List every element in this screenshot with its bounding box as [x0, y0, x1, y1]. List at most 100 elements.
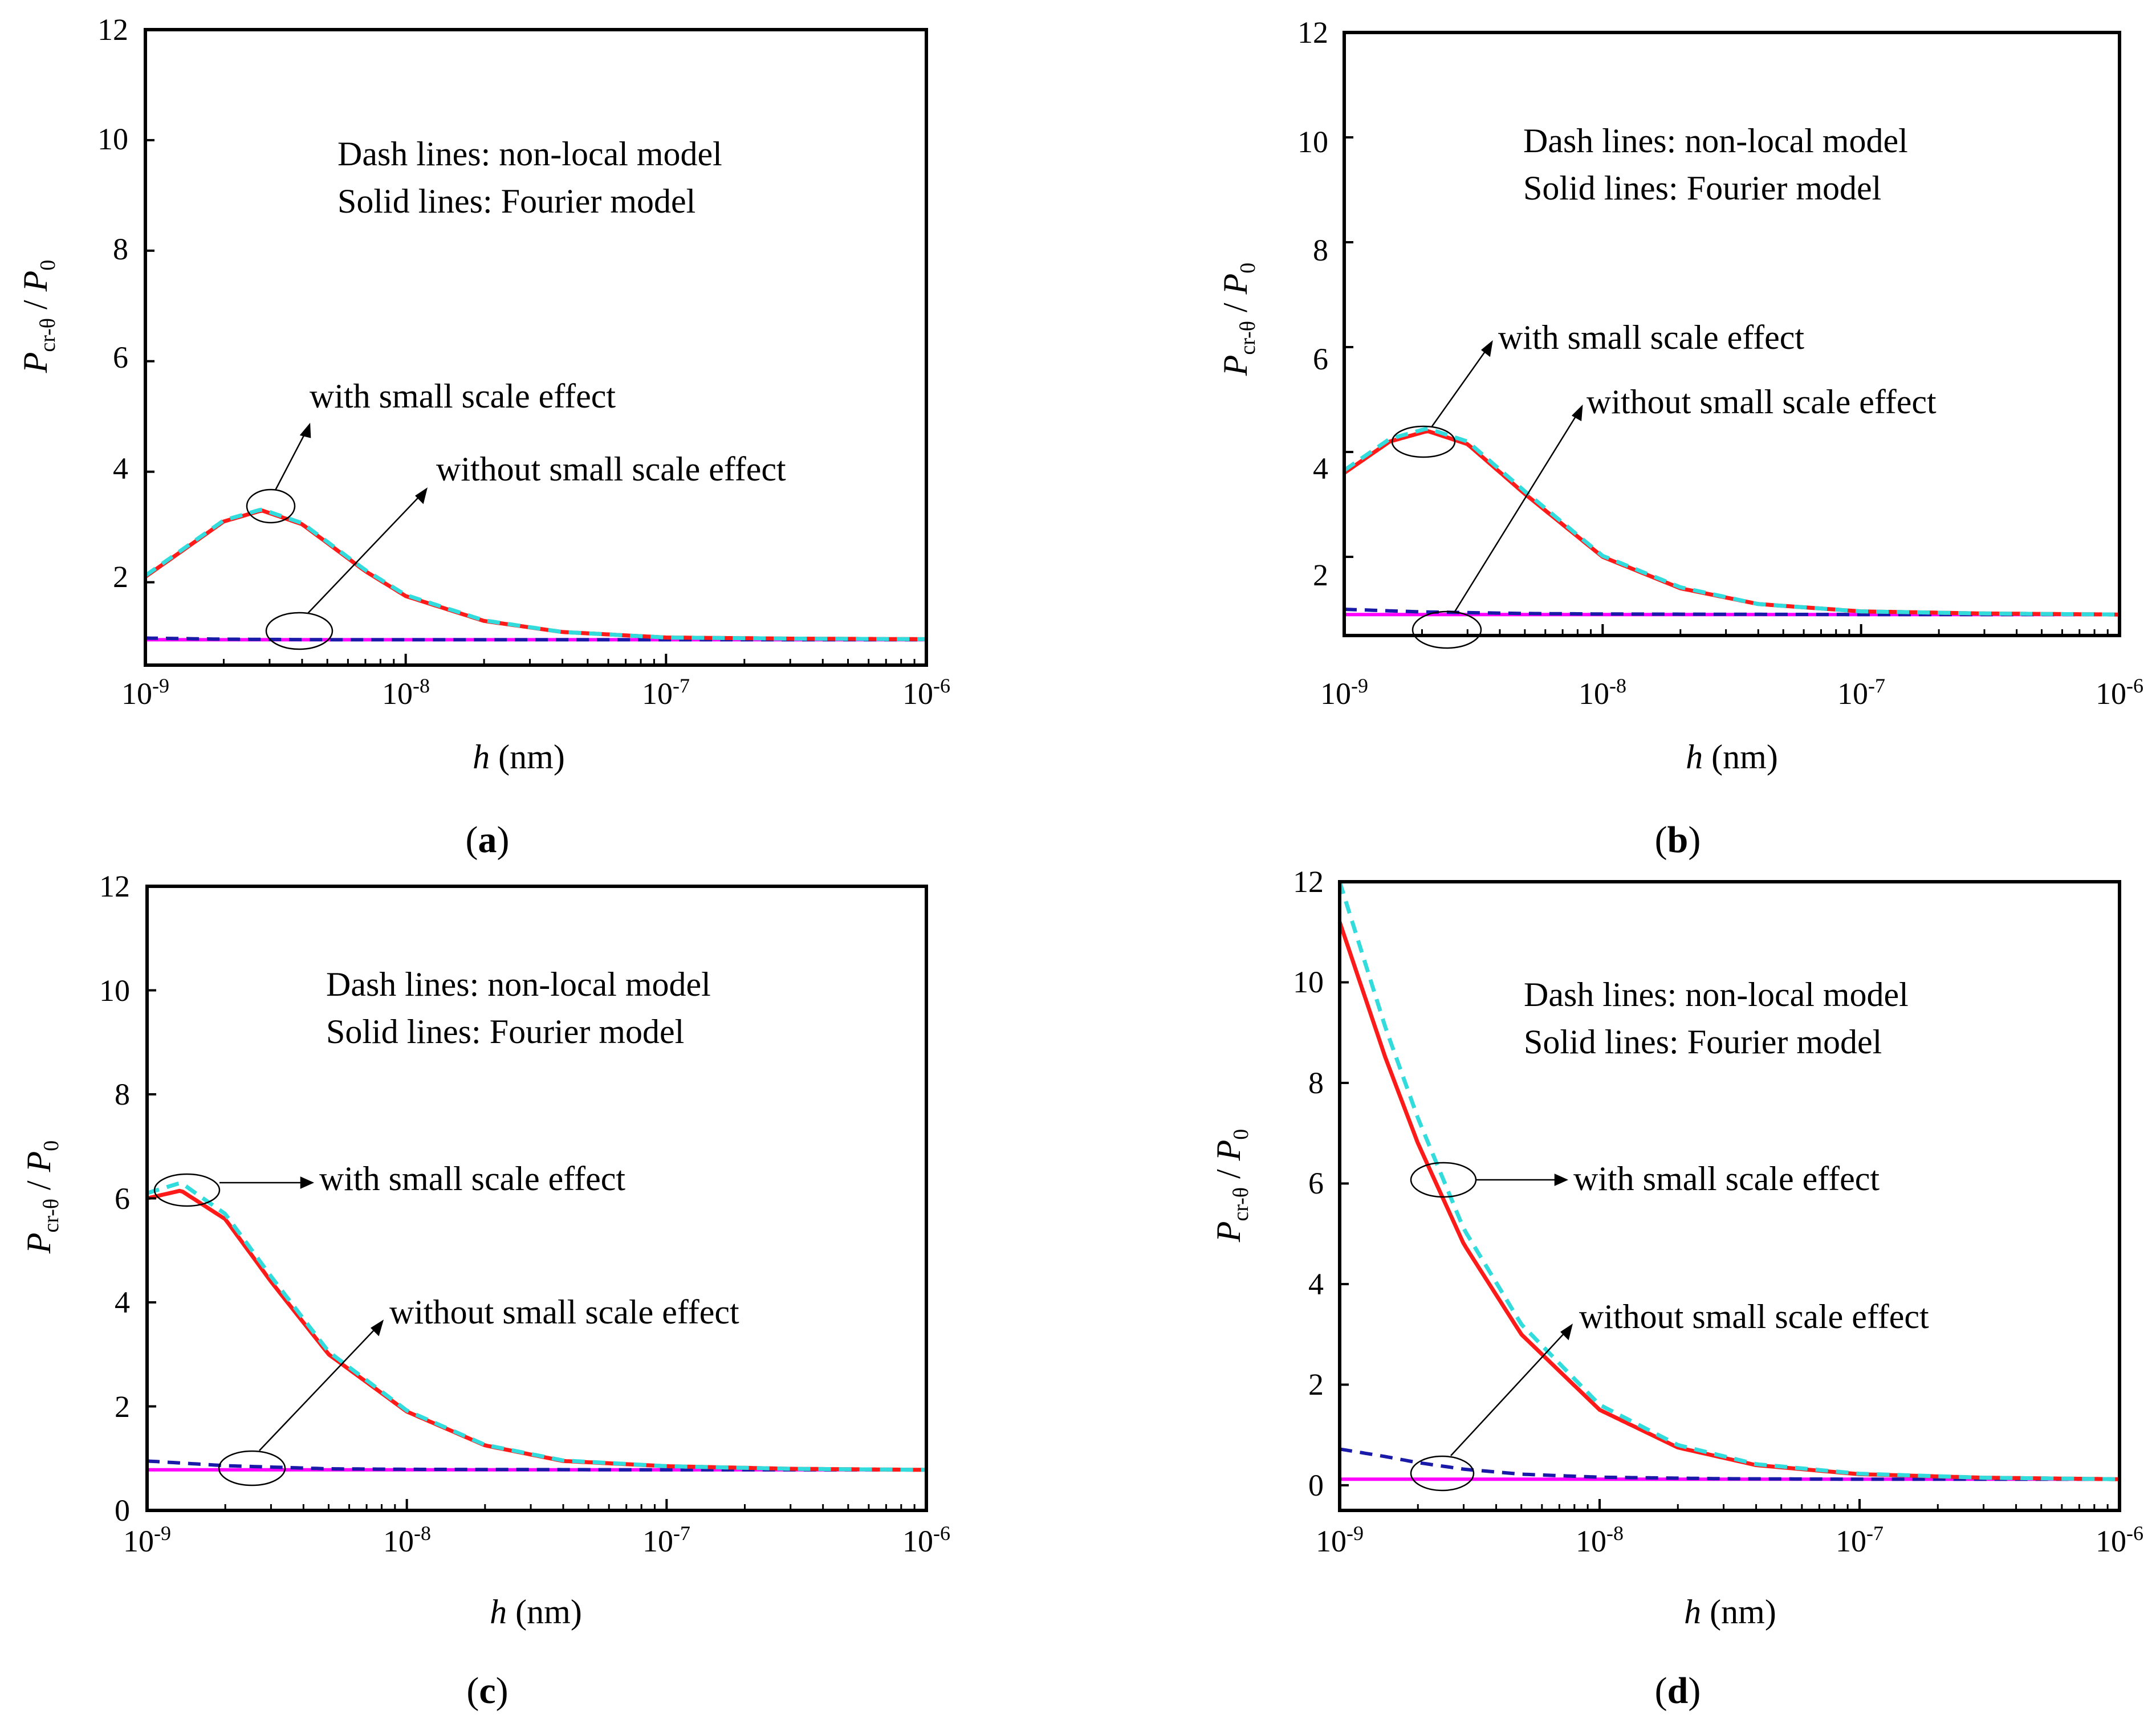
panel-b-plot-frame — [1343, 31, 2121, 637]
panel-a-with-effect-callout — [246, 422, 311, 524]
panel-d-xtick-label: 10-9 — [1316, 1522, 1364, 1558]
panel-a-series — [144, 507, 926, 642]
panel-b-legend-note-solid: Solid lines: Fourier model — [1523, 169, 1881, 207]
panel-a-without-effect-callout — [265, 487, 428, 650]
panel-c-ytick-label: 4 — [115, 1285, 130, 1319]
panel-d-xtick-label: 10-6 — [2096, 1522, 2143, 1558]
panel-b-series-with-small-scale-effect-fourier-model — [1343, 429, 2120, 617]
panel-d-legend-note-solid: Solid lines: Fourier model — [1524, 1023, 1882, 1061]
panel-b-xtick-label: 10-8 — [1579, 674, 1626, 711]
panel-c-without-effect-label: without small scale effect — [389, 1293, 739, 1331]
panel-c-with-effect-label: with small scale effect — [319, 1160, 625, 1197]
panel-a-series-with-small-scale-effect-non-local-model — [144, 507, 926, 641]
panel-c-series — [146, 1181, 926, 1472]
panel-a-xtick-label: 10-8 — [382, 674, 430, 711]
panel-d-xtick-label: 10-7 — [1836, 1522, 1884, 1558]
panel-b-label: (b) — [1655, 819, 1701, 861]
panel-a: 2 4 6 8 10 12 10-9 10-8 10-7 10-6 Pcr-θ … — [17, 13, 950, 861]
panel-d-ytick-label: 8 — [1308, 1066, 1324, 1100]
panel-c-ytick-label: 10 — [99, 973, 130, 1008]
panel-d-without-effect-label: without small scale effect — [1579, 1298, 1929, 1335]
panel-c-ytick-label: 8 — [115, 1077, 130, 1111]
panel-d-ticks — [1339, 881, 2121, 1510]
panel-d-ytick-label: 12 — [1293, 865, 1324, 899]
panel-a-xlabel: h (nm) — [473, 738, 565, 776]
panel-a-xtick-label: 10-9 — [121, 674, 169, 711]
panel-b-series-with-small-scale-effect-non-local-model — [1343, 426, 2120, 617]
panel-b-without-effect-label: without small scale effect — [1587, 383, 1937, 421]
panel-c-ytick-label: 2 — [115, 1390, 130, 1424]
panel-b-series — [1343, 426, 2120, 617]
panel-d-ytick-label: 2 — [1308, 1367, 1324, 1402]
panel-c-label: (c) — [466, 1670, 508, 1712]
panel-d-ytick-label: 6 — [1308, 1166, 1324, 1200]
panel-a-ytick-label: 8 — [113, 232, 128, 266]
panel-c-xtick-label: 10-9 — [123, 1522, 171, 1558]
panel-d-label: (d) — [1655, 1670, 1701, 1712]
panel-b-ytick-label: 12 — [1297, 15, 1328, 50]
panel-d: 0 2 4 6 8 10 12 10-9 10-8 10-7 10-6 Pcr-… — [1210, 865, 2143, 1712]
panel-a-ytick-label: 6 — [113, 340, 128, 374]
panel-d-ytick-label: 0 — [1308, 1468, 1324, 1502]
panel-a-ytick-label: 12 — [97, 13, 128, 47]
panel-d-plot-frame — [1338, 880, 2121, 1512]
panel-c-xtick-label: 10-7 — [642, 1522, 690, 1558]
panel-b-xtick-label: 10-7 — [1837, 674, 1885, 711]
panel-b-xtick-label: 10-6 — [2096, 674, 2143, 711]
panel-b-ytick-label: 4 — [1313, 451, 1328, 486]
panel-a-series-without-small-scale-effect-non-local-model — [145, 636, 926, 642]
panel-b-ylabel: Pcr-θ / P0 — [1217, 263, 1260, 377]
panel-c-ytick-label: 0 — [115, 1493, 130, 1528]
panel-a-with-effect-label: with small scale effect — [310, 377, 616, 415]
panel-b-legend-note-dash: Dash lines: non-local model — [1523, 122, 1908, 160]
panel-c-ytick-label: 6 — [115, 1182, 130, 1216]
panel-c-ticks — [146, 885, 928, 1512]
panel-d-xtick-label: 10-8 — [1576, 1522, 1624, 1558]
panel-c: 0 2 4 6 8 10 12 10-9 10-8 10-7 10-6 Pcr-… — [20, 869, 950, 1712]
panel-a-ytick-label: 2 — [113, 560, 128, 594]
panel-c-without-effect-callout — [218, 1319, 384, 1486]
panel-b: 2 4 6 8 10 12 10-9 10-8 10-7 10-6 Pcr-θ … — [1217, 15, 2143, 861]
panel-a-legend-note-solid: Solid lines: Fourier model — [337, 182, 695, 220]
panel-d-ylabel: Pcr-θ / P0 — [1210, 1129, 1253, 1243]
panel-a-label: (a) — [466, 819, 510, 861]
panel-c-with-effect-callout — [153, 1173, 315, 1207]
panel-a-ytick-label: 10 — [97, 122, 128, 156]
panel-a-plot-frame — [144, 28, 928, 667]
panel-d-with-effect-callout — [1410, 1162, 1569, 1198]
panel-d-xlabel: h (nm) — [1684, 1593, 1776, 1631]
panel-c-series-with-small-scale-effect-non-local-model — [146, 1181, 926, 1472]
panel-b-xlabel: h (nm) — [1686, 738, 1778, 776]
panel-c-ylabel: Pcr-θ / P0 — [20, 1140, 63, 1254]
panel-c-xtick-label: 10-6 — [902, 1522, 950, 1558]
panel-d-ytick-label: 4 — [1308, 1267, 1324, 1301]
panel-b-ytick-label: 8 — [1313, 233, 1328, 267]
panel-d-with-effect-label: with small scale effect — [1573, 1160, 1880, 1197]
panel-d-series-with-small-scale-effect-non-local-model — [1337, 881, 2120, 1481]
panel-b-with-effect-callout — [1391, 340, 1493, 458]
panel-a-ytick-label: 4 — [113, 451, 128, 486]
panel-a-ylabel: Pcr-θ / P0 — [17, 260, 60, 374]
panel-a-legend-note-dash: Dash lines: non-local model — [337, 135, 722, 173]
panel-a-without-effect-label: without small scale effect — [436, 450, 786, 488]
panel-c-legend-note-solid: Solid lines: Fourier model — [326, 1013, 684, 1050]
panel-c-legend-note-dash: Dash lines: non-local model — [326, 966, 711, 1003]
panel-d-without-effect-callout — [1410, 1323, 1573, 1492]
panel-b-xtick-label: 10-9 — [1320, 674, 1368, 711]
panel-a-xtick-label: 10-7 — [642, 674, 690, 711]
panel-c-xlabel: h (nm) — [490, 1593, 582, 1631]
panel-b-with-effect-label: with small scale effect — [1498, 319, 1804, 356]
panel-b-ticks — [1343, 31, 2121, 636]
panel-d-legend-note-dash: Dash lines: non-local model — [1524, 976, 1909, 1013]
panel-d-series — [1337, 881, 2120, 1481]
panel-c-series-without-small-scale-effect-non-local-model — [147, 1459, 926, 1472]
panel-b-ytick-label: 6 — [1313, 342, 1328, 376]
panel-c-ytick-label: 12 — [99, 869, 130, 903]
panel-b-ytick-label: 10 — [1297, 125, 1328, 159]
panel-a-series-with-small-scale-effect-fourier-model — [144, 508, 926, 641]
panel-a-xtick-label: 10-6 — [902, 674, 950, 711]
panel-b-without-effect-callout — [1411, 404, 1583, 649]
panel-b-ytick-label: 2 — [1313, 558, 1328, 592]
panel-c-xtick-label: 10-8 — [383, 1522, 431, 1558]
